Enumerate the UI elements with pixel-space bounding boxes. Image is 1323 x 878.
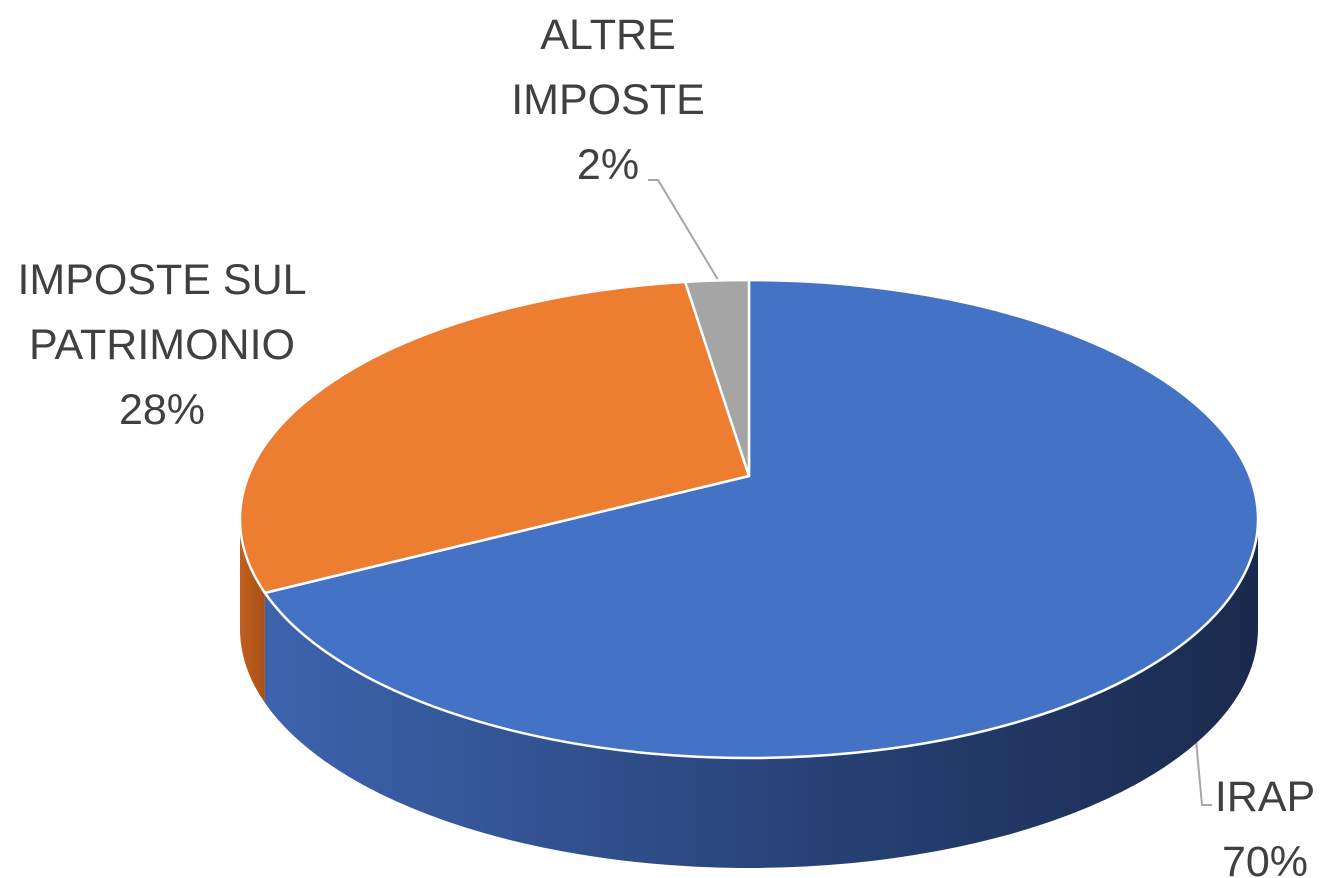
value-label: 2% xyxy=(576,141,640,189)
data-label: IMPOSTE SUL PATRIMONIO 28% xyxy=(2,248,322,443)
slice-side xyxy=(240,519,265,703)
slice xyxy=(238,280,751,595)
category-label: IRAP xyxy=(1214,773,1316,821)
slice-side xyxy=(264,519,1258,868)
category-label: ALTRE IMPOSTE xyxy=(511,11,705,124)
slice xyxy=(683,278,751,478)
data-label: ALTRE IMPOSTE 2% xyxy=(490,3,726,198)
category-label: IMPOSTE SUL PATRIMONIO xyxy=(17,256,307,369)
leader-line xyxy=(648,179,721,284)
value-label: 70% xyxy=(1221,838,1309,878)
value-label: 28% xyxy=(118,386,206,434)
slice xyxy=(263,278,1260,760)
leader-line xyxy=(1195,739,1212,806)
data-label: IRAP 70% xyxy=(1190,765,1323,878)
